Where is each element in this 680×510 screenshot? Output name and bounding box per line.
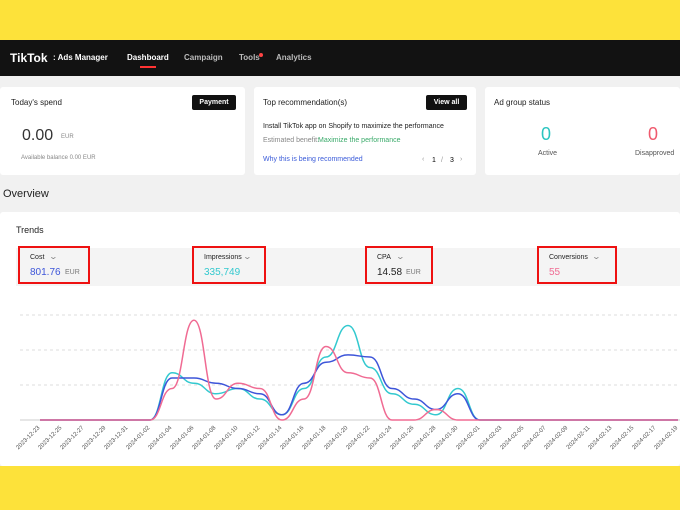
metric-value: 55 [549, 267, 561, 278]
status-card: Ad group status 0 Active 0 Disapproved [485, 87, 680, 175]
page-total: 3 [450, 157, 454, 164]
metric-name: Impressions [204, 254, 242, 261]
metric-caret: ⌄ [591, 252, 602, 261]
nav-item[interactable]: Tools [239, 53, 260, 62]
nav-dot [259, 53, 263, 57]
active-value: 0 [541, 124, 552, 144]
card-title: Ad group status [494, 98, 551, 107]
payment-button[interactable]: Payment [192, 95, 236, 110]
card-title: Today's spend [11, 98, 62, 107]
brand-sub: : Ads Manager [53, 53, 108, 62]
overview-title: Overview [3, 188, 49, 200]
disapproved-label: Disapproved [635, 150, 675, 157]
metric[interactable]: Conversions ⌄ 55 [537, 246, 617, 284]
card-title: Top recommendation(s) [263, 98, 348, 107]
disapproved-value: 0 [648, 124, 659, 144]
metric-value: 14.58 [377, 267, 403, 278]
nav-item[interactable]: Campaign [184, 53, 223, 62]
metric-name: Conversions [549, 254, 588, 261]
metric-caret: ⌄ [48, 252, 59, 261]
metric-value: 801.76 [30, 267, 61, 278]
view-all-button[interactable]: View all [426, 95, 467, 110]
metric-unit: EUR [406, 269, 421, 276]
active-label: Active [538, 150, 558, 157]
benefit: Maximize the performance [318, 137, 401, 144]
series-line [40, 319, 678, 421]
x-tick-label: 2024-02-19 [653, 425, 679, 451]
recommendation-card: Top recommendation(s) View all Install T… [254, 87, 476, 175]
balance: Available balance 0.00 EUR [21, 155, 96, 161]
prev[interactable]: ‹ [422, 156, 425, 163]
metric-caret: ⌄ [395, 252, 406, 261]
page-current: 1 [432, 157, 436, 164]
nav-item[interactable]: Dashboard [127, 53, 169, 62]
metric-name: Cost [30, 254, 45, 261]
spend-card: Today's spend Payment 0.00 EUR Available… [0, 87, 245, 175]
brand: TikTok [10, 51, 48, 65]
metric[interactable]: Impressions ⌄ 335,749 [192, 246, 266, 284]
navbar: TikTok : Ads Manager Dashboard Campaign … [0, 40, 680, 76]
metric-value: 335,749 [204, 267, 241, 278]
trends-card: Trends Cost ⌄ 801.76 EUR Impressions ⌄ 335,749… [0, 212, 680, 466]
page-sep: / [441, 157, 443, 164]
next[interactable]: › [460, 156, 463, 163]
nav-item[interactable]: Analytics [276, 53, 312, 62]
recommendation-text: Install TikTok app on Shopify to maximiz… [263, 123, 444, 130]
trends-title: Trends [16, 225, 44, 235]
why-link[interactable]: Why this is being recommended [263, 156, 363, 163]
series-line [40, 324, 678, 421]
main: Today's spend Payment 0.00 EUR Available… [0, 76, 680, 466]
nav-underline [140, 66, 156, 68]
metric[interactable]: CPA ⌄ 14.58 EUR [365, 246, 433, 284]
spend-currency: EUR [61, 134, 74, 140]
trend-chart: 2023-12-232023-12-252023-12-272023-12-29… [15, 314, 680, 451]
metric-caret: ⌄ [242, 252, 253, 261]
spend-amount: 0.00 [22, 127, 54, 144]
series-line [40, 354, 678, 421]
metric[interactable]: Cost ⌄ 801.76 EUR [18, 246, 90, 284]
metric-name: CPA [377, 254, 391, 261]
metric-unit: EUR [65, 269, 80, 276]
benefit-label: Estimated benefit: [263, 137, 320, 144]
